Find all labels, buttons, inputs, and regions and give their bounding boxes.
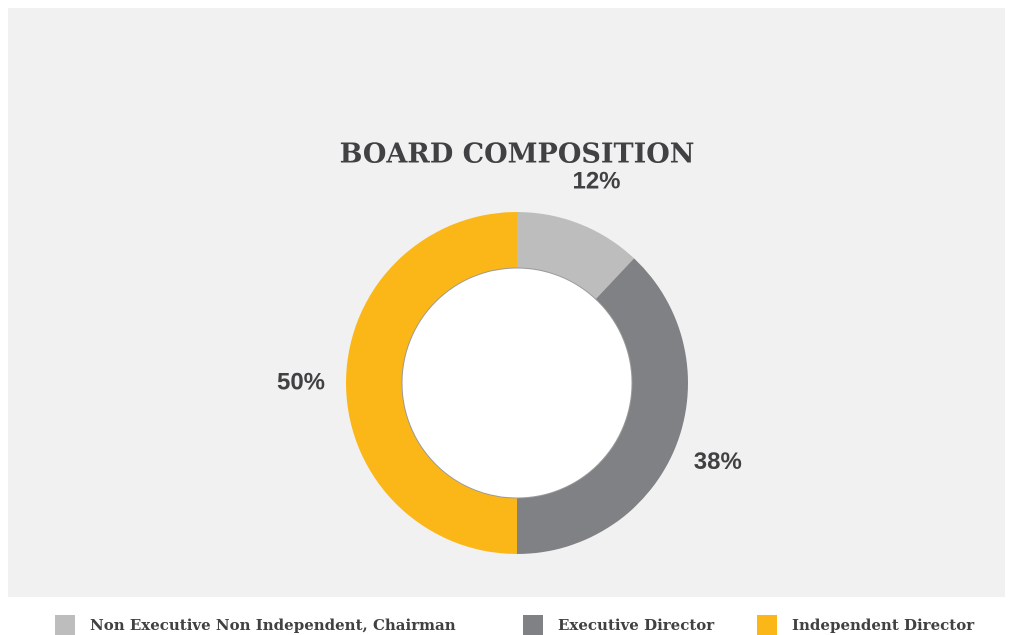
legend-label: Executive Director [558, 616, 715, 634]
donut-slice [346, 212, 517, 554]
donut-slice [517, 258, 688, 554]
legend-swatch [757, 615, 777, 635]
data-label: 38% [694, 448, 742, 475]
data-label: 50% [277, 368, 325, 395]
donut-hole [401, 267, 633, 499]
legend-label: Independent Director [792, 616, 975, 634]
legend-label: Non Executive Non Independent, Chairman [90, 616, 456, 634]
chart-title: BOARD COMPOSITION [340, 139, 695, 170]
data-label: 12% [572, 168, 620, 195]
legend-swatch [55, 615, 75, 635]
donut-slice [517, 212, 635, 300]
legend-swatch [523, 615, 543, 635]
